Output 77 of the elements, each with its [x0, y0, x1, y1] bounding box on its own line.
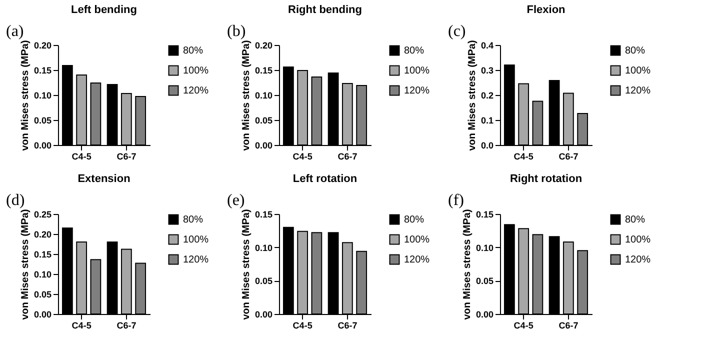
y-tick-label: 0.15	[254, 210, 272, 220]
y-tick-label: 0.00	[476, 310, 494, 320]
legend-label: 100%	[625, 66, 651, 76]
y-tick-label: 0.10	[34, 90, 52, 100]
chart-title: Flexion	[526, 4, 566, 16]
chart-title: Left rotation	[292, 173, 358, 185]
y-tick-label: 0.15	[476, 210, 494, 220]
y-axis-title: von Mises stress (MPa)	[240, 209, 252, 320]
legend-label: 80%	[183, 46, 204, 56]
chart-title: Right rotation	[510, 173, 582, 185]
y-tick-label: 0.10	[254, 90, 272, 100]
text: (c)	[448, 23, 466, 40]
chart-title: Extension	[78, 173, 131, 185]
chart-title: Left bending	[71, 4, 137, 16]
legend-label: 100%	[183, 234, 209, 246]
y-tick-label: 0.05	[254, 276, 272, 286]
x-tick-label: C4-5	[514, 320, 534, 330]
legend-label: 120%	[625, 86, 651, 96]
legend-label: 80%	[625, 46, 646, 56]
y-tick-label: 0.15	[34, 66, 52, 76]
legend-label: 100%	[404, 66, 430, 76]
y-tick-label: 0.3	[480, 66, 494, 76]
x-tick-label: C4-5	[72, 152, 92, 162]
legend-label: 120%	[183, 254, 209, 266]
x-tick-label: C4-5	[514, 152, 534, 162]
y-tick-label: 0.15	[254, 66, 272, 76]
y-tick-label: 0.00	[254, 140, 272, 150]
x-tick-label: C6-7	[338, 152, 358, 162]
y-tick-label: 0.4	[480, 40, 494, 50]
x-tick-label: C6-7	[558, 320, 578, 330]
y-tick-label: 0.00	[34, 310, 52, 320]
x-tick-label: C6-7	[338, 320, 358, 330]
y-tick-label: 0.20	[34, 230, 52, 240]
y-tick-label: 0.2	[480, 90, 494, 100]
y-tick-label: 0.00	[254, 310, 272, 320]
y-axis-title: von Mises stress (MPa)	[462, 209, 473, 320]
y-axis-title: von Mises stress (MPa)	[20, 40, 31, 151]
y-tick-label: 0.25	[34, 210, 52, 220]
x-tick-label: C6-7	[116, 152, 136, 162]
x-tick-label: C4-5	[292, 320, 312, 330]
y-tick-label: 0.05	[34, 116, 52, 126]
legend-label: 120%	[404, 86, 430, 96]
y-tick-label: 0.00	[34, 140, 52, 150]
y-tick-label: 0.05	[254, 116, 272, 126]
text: 80%	[183, 214, 204, 226]
y-tick-label: 0.10	[34, 270, 52, 280]
text: 80%	[404, 214, 424, 226]
text: (b)	[227, 23, 246, 40]
legend-label: 100%	[183, 66, 209, 76]
x-tick-label: C4-5	[292, 152, 312, 162]
y-tick-label: 0.10	[476, 242, 494, 253]
legend-label: 120%	[183, 86, 209, 96]
text: (d)	[6, 192, 25, 209]
x-tick-label: C6-7	[116, 320, 136, 330]
y-tick-label: 0.05	[34, 290, 52, 300]
y-tick-label: 0.20	[254, 40, 272, 50]
x-tick-label: C4-5	[72, 320, 92, 330]
y-axis-title: von Mises stress (MPa)	[466, 40, 478, 151]
legend-label: 80%	[404, 46, 424, 56]
legend-label: 120%	[404, 254, 430, 266]
chart-title: Right bending	[288, 4, 362, 16]
y-axis-title: von Mises stress (MPa)	[20, 209, 31, 320]
y-tick-label: 0.10	[254, 242, 272, 253]
y-axis-title: von Mises stress (MPa)	[240, 40, 252, 151]
text: (a)	[6, 23, 24, 40]
y-tick-label: 0.1	[480, 116, 494, 126]
text: (f)	[448, 192, 464, 209]
y-tick-label: 0.20	[34, 40, 52, 50]
x-tick-label: C6-7	[558, 152, 578, 162]
y-tick-label: 0.0	[480, 140, 494, 150]
legend-label: 100%	[625, 234, 651, 246]
legend-label: 120%	[625, 254, 651, 266]
y-tick-label: 0.15	[34, 250, 52, 260]
y-tick-label: 0.05	[476, 276, 494, 286]
legend-label: 100%	[404, 234, 430, 246]
text: 80%	[625, 214, 646, 226]
text: (e)	[227, 192, 245, 209]
